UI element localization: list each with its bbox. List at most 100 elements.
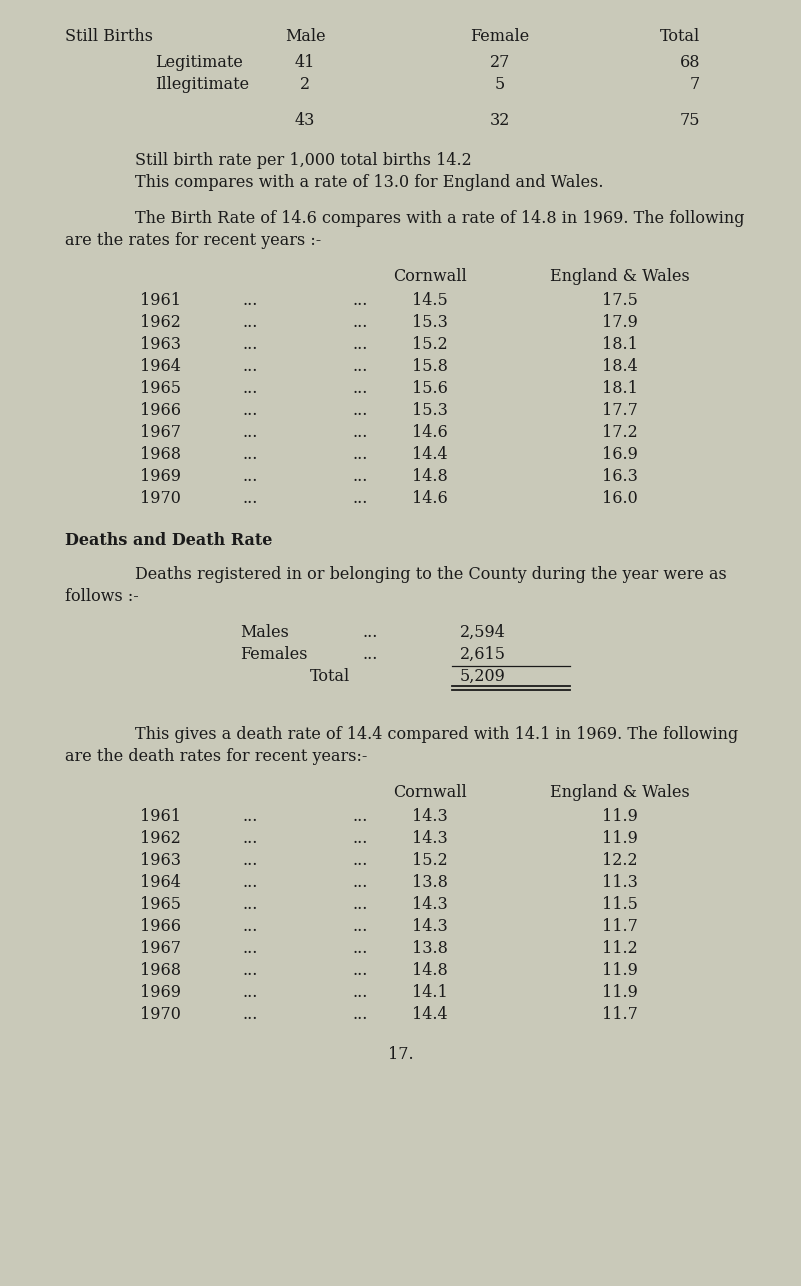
Text: 14.6: 14.6: [413, 490, 448, 507]
Text: 5,209: 5,209: [460, 667, 506, 685]
Text: ...: ...: [352, 336, 368, 352]
Text: Total: Total: [660, 28, 700, 45]
Text: ...: ...: [352, 379, 368, 397]
Text: 11.9: 11.9: [602, 808, 638, 826]
Text: 1970: 1970: [140, 1006, 181, 1022]
Text: ...: ...: [352, 829, 368, 847]
Text: ...: ...: [352, 446, 368, 463]
Text: 11.7: 11.7: [602, 918, 638, 935]
Text: 15.8: 15.8: [412, 358, 448, 376]
Text: 17.7: 17.7: [602, 403, 638, 419]
Text: ...: ...: [243, 424, 258, 441]
Text: 18.1: 18.1: [602, 379, 638, 397]
Text: 18.1: 18.1: [602, 336, 638, 352]
Text: 15.3: 15.3: [412, 403, 448, 419]
Text: 14.3: 14.3: [413, 808, 448, 826]
Text: ...: ...: [243, 962, 258, 979]
Text: 15.6: 15.6: [412, 379, 448, 397]
Text: 1967: 1967: [140, 940, 181, 957]
Text: 1966: 1966: [140, 403, 181, 419]
Text: ...: ...: [352, 424, 368, 441]
Text: ...: ...: [352, 896, 368, 913]
Text: 11.9: 11.9: [602, 829, 638, 847]
Text: Females: Females: [240, 646, 308, 664]
Text: 11.2: 11.2: [602, 940, 638, 957]
Text: 15.2: 15.2: [413, 853, 448, 869]
Text: 1969: 1969: [140, 468, 181, 485]
Text: 32: 32: [490, 112, 510, 129]
Text: 1961: 1961: [140, 808, 181, 826]
Text: 7: 7: [690, 76, 700, 93]
Text: 1964: 1964: [140, 874, 181, 891]
Text: ...: ...: [243, 853, 258, 869]
Text: ...: ...: [352, 358, 368, 376]
Text: 17.5: 17.5: [602, 292, 638, 309]
Text: ...: ...: [352, 292, 368, 309]
Text: ...: ...: [352, 1006, 368, 1022]
Text: Deaths and Death Rate: Deaths and Death Rate: [65, 532, 272, 549]
Text: 13.8: 13.8: [412, 940, 448, 957]
Text: 17.: 17.: [388, 1046, 413, 1064]
Text: ...: ...: [243, 1006, 258, 1022]
Text: ...: ...: [352, 918, 368, 935]
Text: ...: ...: [362, 624, 378, 640]
Text: 5: 5: [495, 76, 505, 93]
Text: Legitimate: Legitimate: [155, 54, 243, 71]
Text: England & Wales: England & Wales: [550, 267, 690, 285]
Text: Cornwall: Cornwall: [393, 267, 467, 285]
Text: Male: Male: [284, 28, 325, 45]
Text: ...: ...: [352, 940, 368, 957]
Text: ...: ...: [362, 646, 378, 664]
Text: England & Wales: England & Wales: [550, 784, 690, 801]
Text: ...: ...: [352, 962, 368, 979]
Text: This gives a death rate of 14.4 compared with 14.1 in 1969. The following: This gives a death rate of 14.4 compared…: [135, 727, 739, 743]
Text: ...: ...: [243, 358, 258, 376]
Text: ...: ...: [243, 490, 258, 507]
Text: 17.9: 17.9: [602, 314, 638, 331]
Text: 1965: 1965: [140, 379, 181, 397]
Text: 27: 27: [490, 54, 510, 71]
Text: 14.3: 14.3: [413, 829, 448, 847]
Text: 14.4: 14.4: [413, 1006, 448, 1022]
Text: ...: ...: [243, 874, 258, 891]
Text: 1962: 1962: [140, 314, 181, 331]
Text: ...: ...: [243, 984, 258, 1001]
Text: 14.4: 14.4: [413, 446, 448, 463]
Text: 13.8: 13.8: [412, 874, 448, 891]
Text: ...: ...: [243, 940, 258, 957]
Text: 1964: 1964: [140, 358, 181, 376]
Text: 16.0: 16.0: [602, 490, 638, 507]
Text: are the rates for recent years :-: are the rates for recent years :-: [65, 231, 321, 249]
Text: 14.5: 14.5: [413, 292, 448, 309]
Text: Still Births: Still Births: [65, 28, 153, 45]
Text: This compares with a rate of 13.0 for England and Wales.: This compares with a rate of 13.0 for En…: [135, 174, 603, 192]
Text: Cornwall: Cornwall: [393, 784, 467, 801]
Text: Female: Female: [470, 28, 529, 45]
Text: 14.3: 14.3: [413, 918, 448, 935]
Text: 1963: 1963: [140, 336, 181, 352]
Text: ...: ...: [352, 808, 368, 826]
Text: 11.7: 11.7: [602, 1006, 638, 1022]
Text: 15.2: 15.2: [413, 336, 448, 352]
Text: 41: 41: [295, 54, 315, 71]
Text: 1963: 1963: [140, 853, 181, 869]
Text: ...: ...: [243, 314, 258, 331]
Text: 1966: 1966: [140, 918, 181, 935]
Text: 11.5: 11.5: [602, 896, 638, 913]
Text: 15.3: 15.3: [412, 314, 448, 331]
Text: 2,594: 2,594: [460, 624, 506, 640]
Text: 2,615: 2,615: [460, 646, 506, 664]
Text: 14.8: 14.8: [413, 962, 448, 979]
Text: 14.1: 14.1: [413, 984, 448, 1001]
Text: 11.9: 11.9: [602, 962, 638, 979]
Text: 2: 2: [300, 76, 310, 93]
Text: 17.2: 17.2: [602, 424, 638, 441]
Text: ...: ...: [243, 468, 258, 485]
Text: ...: ...: [243, 379, 258, 397]
Text: Males: Males: [240, 624, 289, 640]
Text: ...: ...: [243, 829, 258, 847]
Text: ...: ...: [243, 336, 258, 352]
Text: ...: ...: [243, 918, 258, 935]
Text: 1968: 1968: [140, 962, 181, 979]
Text: 1968: 1968: [140, 446, 181, 463]
